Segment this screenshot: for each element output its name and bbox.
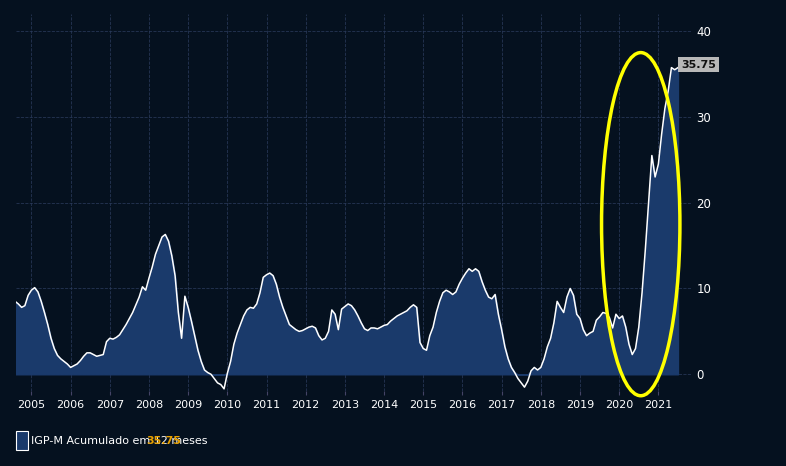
Text: 35.75: 35.75 bbox=[681, 60, 716, 69]
Text: 35.75: 35.75 bbox=[146, 436, 181, 445]
Bar bbox=[16, 431, 28, 450]
Text: IGP-M Acumulado em 12 meses: IGP-M Acumulado em 12 meses bbox=[31, 436, 207, 445]
